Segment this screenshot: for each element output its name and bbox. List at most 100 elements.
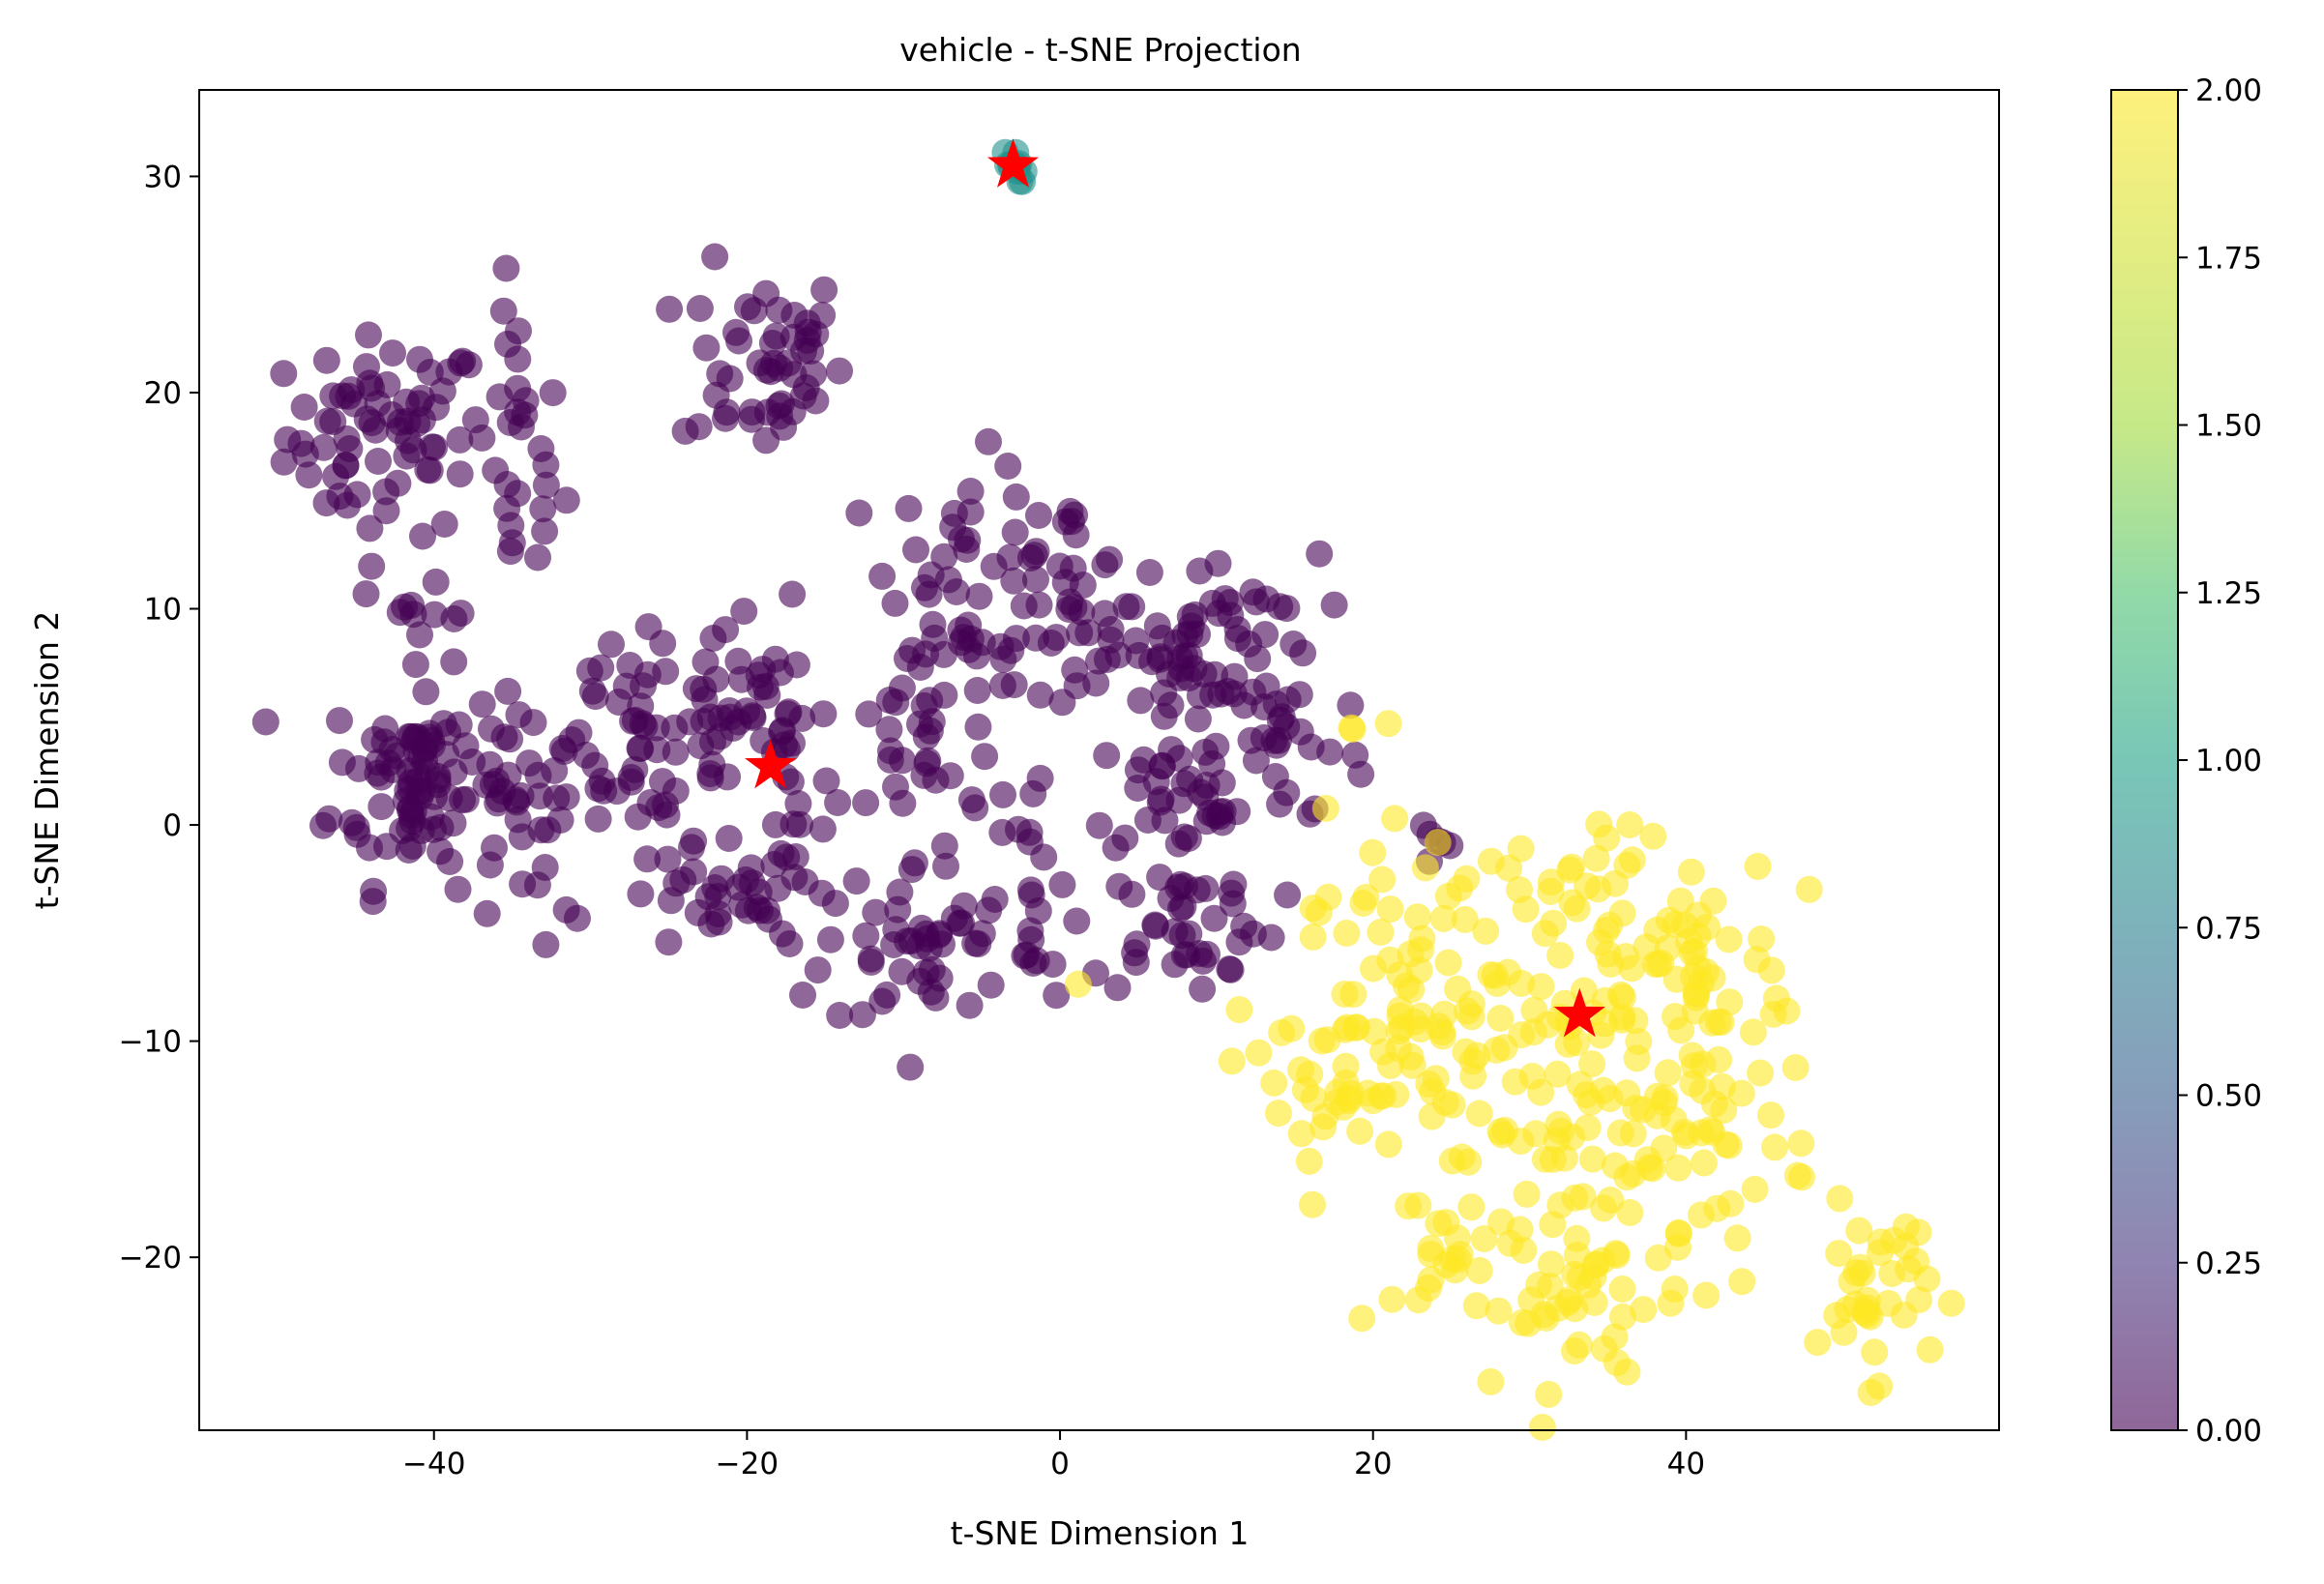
data-point: [290, 394, 318, 421]
colorbar-tick-label: 0.25: [2195, 1247, 2262, 1281]
data-point: [656, 295, 684, 323]
data-point: [1332, 1052, 1360, 1080]
data-point: [1349, 890, 1377, 917]
data-point: [1016, 876, 1044, 904]
data-point: [714, 763, 742, 791]
data-point: [1783, 1161, 1811, 1189]
data-point: [1166, 663, 1194, 691]
data-point: [1397, 976, 1426, 1004]
data-point: [1111, 824, 1139, 852]
data-point: [740, 297, 768, 325]
data-point: [902, 536, 929, 564]
data-point: [900, 849, 928, 877]
data-point: [812, 767, 840, 795]
data-point: [1846, 1253, 1874, 1281]
data-point: [1739, 1018, 1767, 1046]
data-point: [421, 782, 448, 810]
data-point: [1616, 1199, 1644, 1226]
data-point: [575, 657, 603, 685]
data-point: [1465, 1256, 1493, 1284]
data-point: [421, 601, 449, 629]
data-point: [916, 687, 944, 715]
data-point: [1218, 1047, 1246, 1075]
data-point: [956, 478, 985, 505]
data-point: [1398, 1051, 1427, 1079]
data-point: [1680, 1052, 1708, 1080]
data-point: [406, 621, 433, 649]
data-point: [1613, 851, 1641, 879]
data-point: [1609, 983, 1636, 1012]
data-point: [353, 405, 381, 433]
data-point: [1826, 1185, 1854, 1213]
data-point: [1348, 1305, 1376, 1333]
data-point: [930, 832, 958, 860]
data-point: [643, 736, 671, 764]
data-point: [1692, 1281, 1721, 1309]
data-point: [1431, 1089, 1459, 1116]
data-point: [684, 898, 712, 926]
data-point: [370, 728, 398, 756]
data-point: [779, 580, 807, 608]
data-point: [1563, 1029, 1591, 1057]
data-point: [1657, 1289, 1685, 1317]
data-point: [1671, 1119, 1698, 1146]
data-point: [1417, 1235, 1445, 1262]
data-point: [1698, 1009, 1726, 1037]
data-point: [1016, 544, 1044, 572]
data-point: [1097, 616, 1125, 643]
data-point: [977, 971, 1005, 999]
data-point: [1537, 877, 1565, 905]
data-point: [930, 543, 958, 571]
data-point: [1016, 917, 1044, 945]
data-point: [1157, 885, 1185, 912]
data-point: [1675, 927, 1703, 955]
data-point: [706, 360, 734, 388]
data-point: [842, 867, 870, 895]
data-point: [1424, 829, 1452, 857]
data-point: [649, 768, 676, 796]
data-point: [1374, 1130, 1402, 1159]
data-point: [492, 254, 520, 282]
data-point: [1093, 742, 1121, 770]
data-point: [617, 764, 645, 791]
data-point: [399, 436, 427, 464]
data-point: [1428, 1022, 1456, 1050]
x-axis: −40 −20 0 20 40: [402, 1430, 1705, 1481]
data-point: [685, 413, 713, 441]
data-point: [295, 461, 323, 489]
data-point: [1135, 559, 1163, 586]
data-point: [1000, 671, 1028, 699]
data-point: [496, 409, 524, 436]
colorbar-tick-label: 0.00: [2195, 1414, 2262, 1449]
data-point: [784, 790, 812, 817]
data-point: [884, 895, 912, 924]
colorbar-gradient: [2111, 90, 2178, 1430]
data-point: [494, 677, 522, 705]
data-point: [414, 455, 442, 484]
y-tick-label: 10: [144, 593, 182, 628]
data-point: [875, 716, 903, 744]
data-point: [1415, 1071, 1443, 1098]
data-point: [1341, 741, 1369, 769]
data-point: [956, 991, 984, 1019]
data-point: [1329, 1093, 1357, 1121]
data-point: [1242, 747, 1270, 775]
data-point: [816, 925, 844, 953]
colorbar-tick-label: 1.75: [2195, 241, 2262, 276]
data-point: [1612, 943, 1639, 971]
data-point: [1538, 1250, 1565, 1278]
data-point: [789, 982, 816, 1009]
data-point: [888, 957, 916, 985]
data-point: [780, 302, 809, 329]
data-point: [539, 379, 567, 407]
x-tick-label: −20: [716, 1447, 779, 1481]
data-point: [1265, 1100, 1292, 1128]
data-point: [1150, 702, 1178, 730]
data-point: [773, 843, 801, 871]
data-point: [422, 568, 450, 596]
data-point: [333, 425, 361, 453]
data-point: [552, 486, 580, 514]
data-point: [761, 810, 789, 838]
colorbar-tick-label: 0.50: [2195, 1079, 2262, 1114]
data-point: [773, 735, 801, 763]
